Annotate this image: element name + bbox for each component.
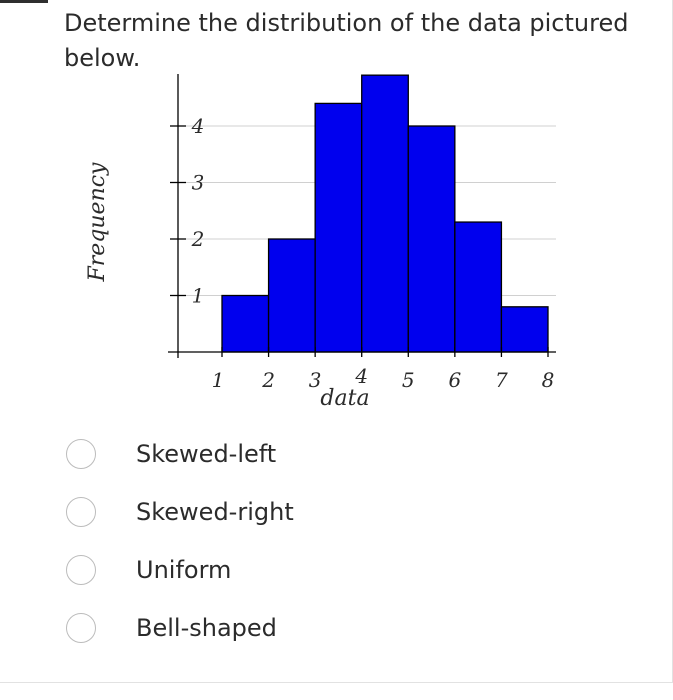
card-bottom-border <box>0 682 673 683</box>
histogram-bar <box>407 125 456 353</box>
radio-button[interactable] <box>66 497 96 527</box>
x-tick-label: 4 <box>354 364 368 388</box>
y-tick-label: 3 <box>192 171 205 195</box>
y-tick-label: 2 <box>191 227 205 251</box>
y-tick-label: 1 <box>192 284 205 308</box>
histogram-bar <box>314 102 363 353</box>
histogram-bar <box>267 238 316 353</box>
radio-button[interactable] <box>66 613 96 643</box>
histogram-bar <box>454 221 503 353</box>
option-label: Bell-shaped <box>136 614 277 642</box>
x-axis-label: data <box>320 386 369 411</box>
option-label: Uniform <box>136 556 232 584</box>
y-tick-label: 4 <box>191 114 205 138</box>
option-label: Skewed-right <box>136 498 294 526</box>
histogram-bar <box>221 294 270 353</box>
option-skewed-left[interactable]: Skewed-left <box>64 435 484 493</box>
histogram-bar <box>361 74 409 353</box>
answer-options: Skewed-left Skewed-right Uniform Bell-sh… <box>64 435 484 667</box>
x-tick-label: 1 <box>212 368 225 392</box>
x-tick-label: 7 <box>495 368 508 392</box>
radio-button[interactable] <box>66 555 96 585</box>
option-label: Skewed-left <box>136 440 277 468</box>
x-tick-label: 5 <box>402 368 415 392</box>
x-tick-label: 8 <box>542 368 555 392</box>
x-tick-label: 2 <box>261 368 275 392</box>
option-bell-shaped[interactable]: Bell-shaped <box>64 609 484 667</box>
top-tab-indicator <box>0 0 48 3</box>
option-skewed-right[interactable]: Skewed-right <box>64 493 484 551</box>
option-uniform[interactable]: Uniform <box>64 551 484 609</box>
x-tick-label: 6 <box>448 368 461 392</box>
chart-bars <box>221 74 549 353</box>
radio-button[interactable] <box>66 439 96 469</box>
question-text: Determine the distribution of the data p… <box>64 9 629 72</box>
histogram-bar <box>500 306 549 353</box>
y-axis-label: Frequency <box>85 162 110 283</box>
x-tick-label: 3 <box>309 368 322 392</box>
chart-ticks: 1 2 3 4 1 2 3 4 5 6 7 8 <box>170 114 554 392</box>
histogram-chart: 1 2 3 4 1 2 3 4 5 6 7 8 Frequency data <box>85 74 556 411</box>
